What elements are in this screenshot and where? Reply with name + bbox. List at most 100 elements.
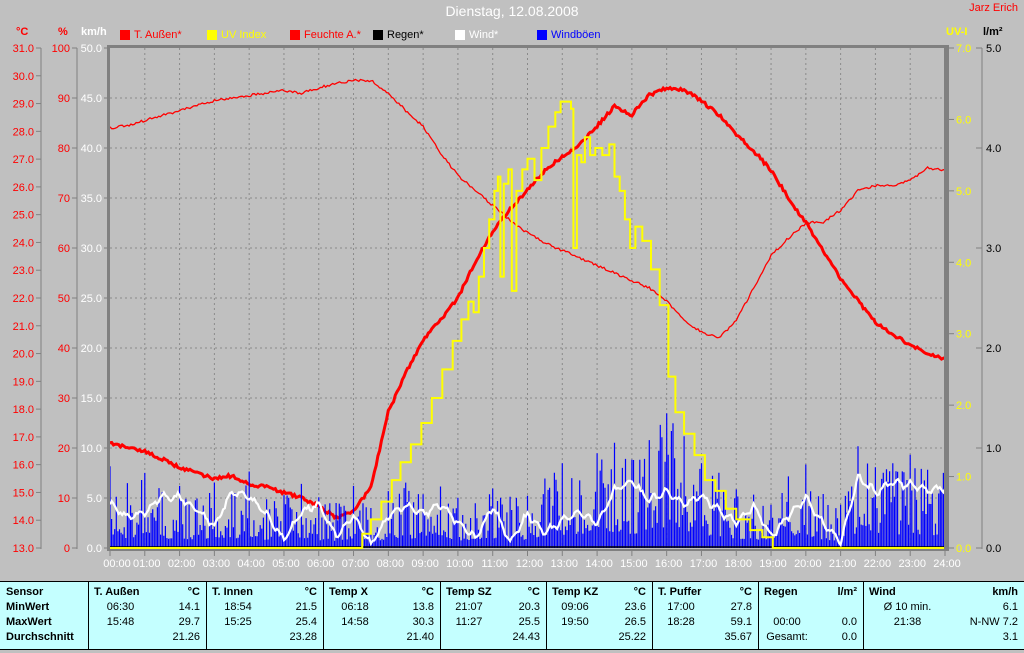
table-header-name: T. Innen: [212, 586, 253, 598]
table-separator: [546, 582, 547, 649]
tick-label-uv: 2.0: [956, 400, 971, 412]
tick-label-temp: 25.0: [13, 210, 34, 222]
tick-label-humidity: 50: [58, 293, 70, 305]
uv-index-swatch-icon: [207, 30, 217, 40]
tick-label-temp: 23.0: [13, 265, 34, 277]
table-header-unit: l/m²: [837, 586, 857, 598]
legend-item-uv-index: UV Index: [207, 28, 266, 42]
table-header-unit: °C: [187, 586, 200, 598]
legend-label: UV Index: [221, 29, 267, 41]
plot-frame-right: [944, 45, 949, 551]
tick-label-uv: 1.0: [956, 472, 971, 484]
table-cell-value: 3.1: [1002, 631, 1018, 643]
tick-label-wind: 15.0: [81, 393, 102, 405]
table-cell-value: 0.0: [841, 616, 857, 628]
tick-label-rain: 3.0: [986, 243, 1001, 255]
legend-item-regen: Regen*: [373, 28, 424, 42]
x-axis-label: 01:00: [133, 558, 161, 570]
tick-label-humidity: 80: [58, 143, 70, 155]
table-header-sensor: Sensor: [6, 586, 44, 598]
table-header-name: Temp X: [329, 586, 368, 598]
table-header-name: Regen: [764, 586, 798, 598]
tick-label-temp: 28.0: [13, 126, 34, 138]
table-cell-value: 27.8: [730, 601, 752, 613]
tick-label-humidity: 0: [64, 543, 70, 555]
series-wind-line: [109, 473, 946, 548]
x-axis-label: 14:00: [585, 558, 613, 570]
windb-en-swatch-icon: [537, 30, 547, 40]
x-axis-label: 10:00: [446, 558, 474, 570]
plot-frame-bottom: [107, 549, 949, 551]
table-cell-value: 21.40: [406, 631, 434, 643]
tick-label-wind: 30.0: [81, 243, 102, 255]
table-cell-time: 09:06: [561, 601, 589, 613]
tick-label-wind: 40.0: [81, 143, 102, 155]
table-cell-value: 23.28: [289, 631, 317, 643]
tick-label-humidity: 100: [52, 43, 70, 55]
table-cell-time: 06:18: [341, 601, 369, 613]
legend-label: T. Außen*: [134, 29, 182, 41]
x-axis-label: 15:00: [620, 558, 648, 570]
tick-label-wind: 20.0: [81, 343, 102, 355]
legend-item-windb-en: Windböen: [537, 28, 601, 42]
x-axis-label: 12:00: [516, 558, 544, 570]
table-cell-value: 20.3: [518, 601, 540, 613]
tick-label-rain: 0.0: [986, 543, 1001, 555]
table-cell-time: 00:00: [773, 616, 801, 628]
table-header-unit: km/h: [992, 586, 1018, 598]
t-au-en-swatch-icon: [120, 30, 130, 40]
tick-label-temp: 29.0: [13, 99, 34, 111]
table-header-unit: °C: [304, 586, 317, 598]
tick-label-temp: 30.0: [13, 71, 34, 83]
x-axis-label: 11:00: [481, 558, 508, 570]
x-axis-label: 03:00: [203, 558, 231, 570]
table-cell-value: 14.1: [178, 601, 200, 613]
table-header-name: Temp SZ: [446, 586, 492, 598]
x-axis-label: 24:00: [933, 558, 961, 570]
table-cell-value: 13.8: [412, 601, 434, 613]
unit-label-kmh: km/h: [81, 26, 107, 38]
x-axis-label: 05:00: [272, 558, 300, 570]
unit-label-uvi: UV-I: [946, 26, 968, 38]
table-cell-time: 11:27: [455, 616, 483, 628]
tick-label-rain: 2.0: [986, 343, 1001, 355]
x-axis-label: 16:00: [655, 558, 683, 570]
tick-label-uv: 3.0: [956, 329, 971, 341]
tick-label-wind: 0.0: [87, 543, 102, 555]
table-cell-time: 21:07: [455, 601, 483, 613]
tick-label-wind: 35.0: [81, 193, 102, 205]
tick-label-temp: 22.0: [13, 293, 34, 305]
table-cell-value: 6.1: [1002, 601, 1018, 613]
table-cell-value: 21.26: [172, 631, 200, 643]
table-row-label: Durchschnitt: [6, 631, 74, 643]
table-separator: [440, 582, 441, 649]
tick-label-humidity: 30: [58, 393, 70, 405]
tick-label-temp: 20.0: [13, 349, 34, 361]
tick-label-temp: 19.0: [13, 376, 34, 388]
tick-label-wind: 50.0: [81, 43, 102, 55]
x-axis-label: 23:00: [898, 558, 926, 570]
legend-item-t-au-en: T. Außen*: [120, 28, 182, 42]
table-cell-time: 06:30: [106, 601, 135, 613]
tick-label-uv: 0.0: [956, 543, 971, 555]
table-cell-value: 59.1: [730, 616, 752, 628]
table-cell-time: 18:28: [667, 616, 695, 628]
tick-label-uv: 7.0: [956, 43, 971, 55]
tick-label-rain: 4.0: [986, 143, 1001, 155]
series-uv-steps: [110, 100, 945, 549]
unit-label-percent: %: [58, 26, 68, 38]
table-header-name: T. Außen: [94, 586, 140, 598]
tick-label-humidity: 10: [58, 493, 70, 505]
table-cell-value: 24.43: [512, 631, 540, 643]
tick-label-humidity: 60: [58, 243, 70, 255]
tick-label-humidity: 20: [58, 443, 70, 455]
plot-frame-top: [107, 45, 949, 48]
legend-item-feuchte-a: Feuchte A.*: [290, 28, 361, 42]
table-cell-time: 17:00: [667, 601, 695, 613]
table-cell-time: 15:48: [106, 616, 135, 628]
table-separator: [88, 582, 89, 649]
table-cell-time: 19:50: [561, 616, 589, 628]
x-axis-label: 17:00: [690, 558, 718, 570]
tick-label-temp: 17.0: [13, 432, 34, 444]
tick-label-temp: 27.0: [13, 154, 34, 166]
